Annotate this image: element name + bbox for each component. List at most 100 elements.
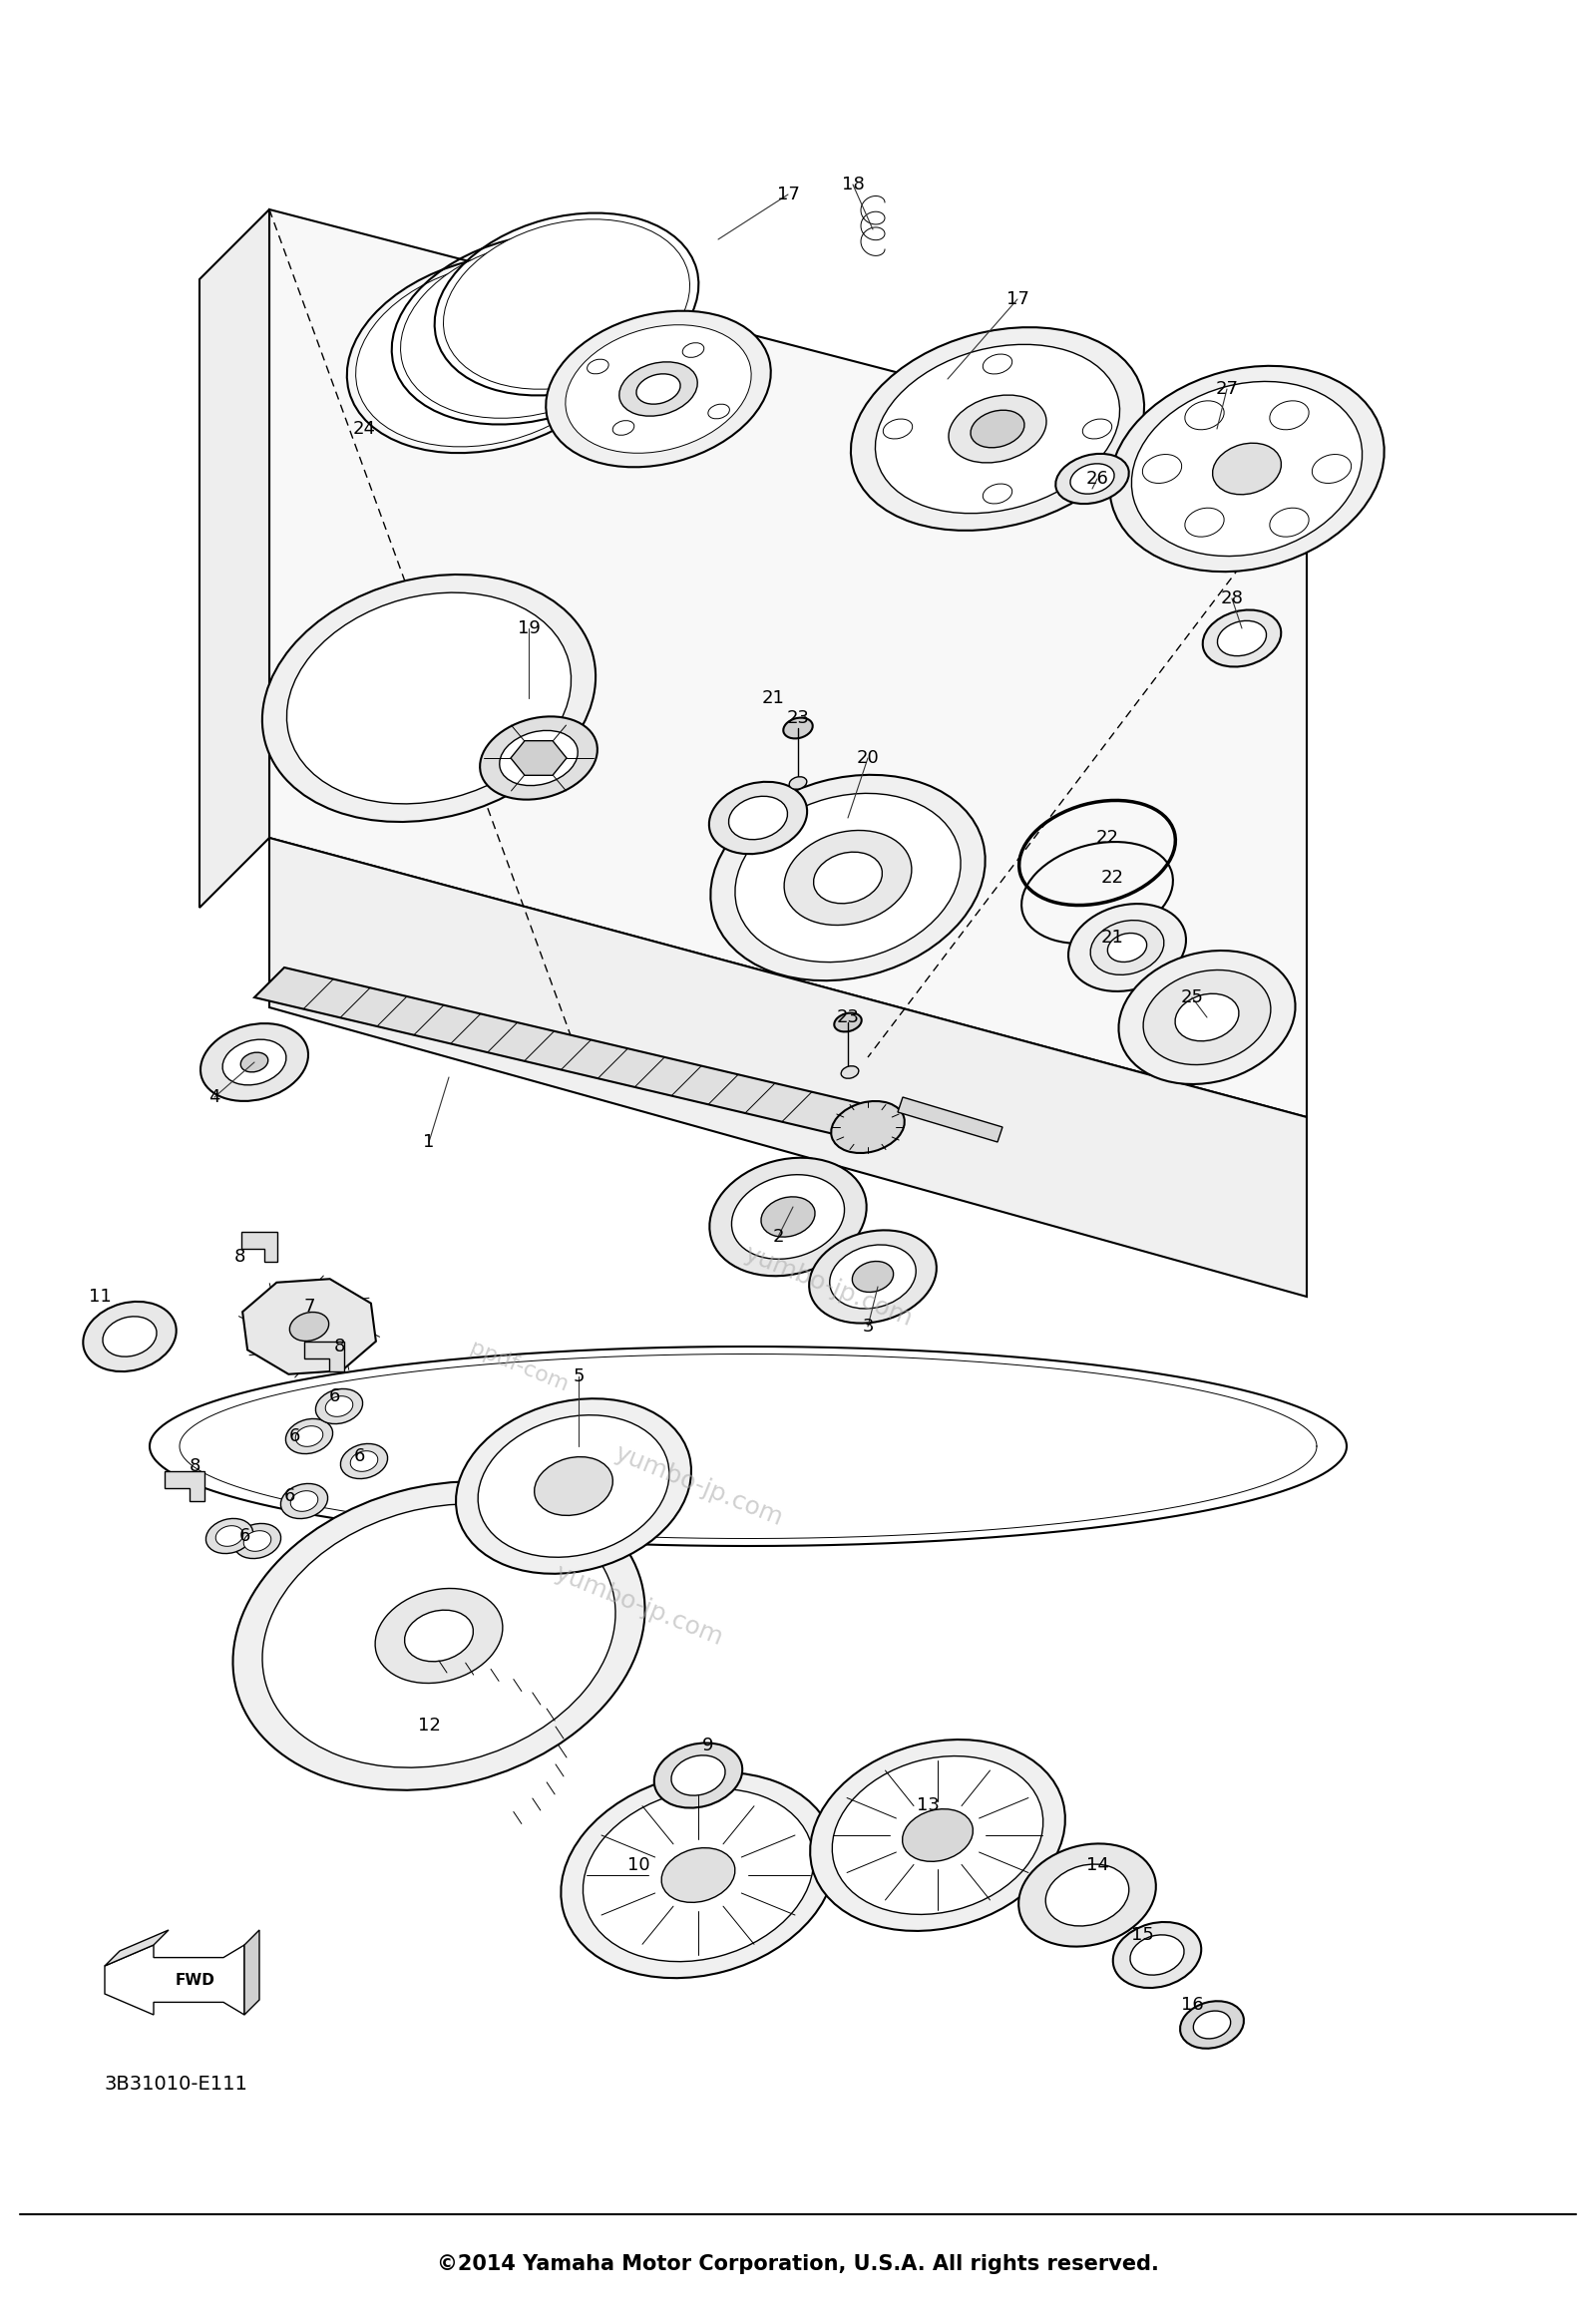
Text: 14: 14 xyxy=(1085,1855,1109,1874)
Ellipse shape xyxy=(241,1052,268,1073)
Ellipse shape xyxy=(851,327,1144,529)
Ellipse shape xyxy=(83,1303,176,1372)
Ellipse shape xyxy=(983,483,1012,504)
Ellipse shape xyxy=(500,731,578,785)
Text: 2: 2 xyxy=(772,1228,784,1247)
Ellipse shape xyxy=(841,1066,859,1077)
Ellipse shape xyxy=(102,1317,156,1356)
Polygon shape xyxy=(241,1231,278,1261)
Ellipse shape xyxy=(1218,620,1266,655)
Ellipse shape xyxy=(235,1523,281,1558)
Ellipse shape xyxy=(710,1159,867,1277)
Ellipse shape xyxy=(1108,933,1148,961)
Ellipse shape xyxy=(875,344,1120,513)
Ellipse shape xyxy=(709,404,729,418)
Ellipse shape xyxy=(1109,367,1384,571)
Ellipse shape xyxy=(351,1451,378,1472)
Ellipse shape xyxy=(852,1261,894,1291)
Ellipse shape xyxy=(290,1491,318,1512)
Ellipse shape xyxy=(1045,1865,1128,1925)
Text: 8: 8 xyxy=(334,1337,345,1356)
Ellipse shape xyxy=(1143,971,1270,1066)
Ellipse shape xyxy=(244,1530,271,1551)
Ellipse shape xyxy=(316,1389,362,1423)
Ellipse shape xyxy=(883,418,913,439)
Text: 22: 22 xyxy=(1101,868,1124,887)
Ellipse shape xyxy=(286,1419,332,1454)
Ellipse shape xyxy=(1175,994,1238,1040)
Ellipse shape xyxy=(1312,455,1352,483)
Text: 26: 26 xyxy=(1085,469,1109,488)
Ellipse shape xyxy=(811,1739,1065,1932)
Text: 24: 24 xyxy=(353,420,375,439)
Text: 10: 10 xyxy=(627,1855,650,1874)
Text: 9: 9 xyxy=(702,1737,713,1755)
Ellipse shape xyxy=(983,355,1012,374)
Ellipse shape xyxy=(661,1848,736,1902)
Text: 23: 23 xyxy=(836,1008,859,1026)
Ellipse shape xyxy=(1090,920,1163,975)
Ellipse shape xyxy=(1194,2011,1231,2039)
Ellipse shape xyxy=(1130,1934,1184,1976)
Text: 1: 1 xyxy=(423,1133,434,1152)
Ellipse shape xyxy=(832,1101,905,1154)
Text: 27: 27 xyxy=(1216,381,1238,397)
Polygon shape xyxy=(200,209,270,908)
Text: 6: 6 xyxy=(353,1447,365,1465)
Ellipse shape xyxy=(809,1231,937,1324)
Text: yumbo-jp.com: yumbo-jp.com xyxy=(551,1560,726,1651)
Ellipse shape xyxy=(729,796,787,841)
Text: yumbo-jp.com: yumbo-jp.com xyxy=(611,1442,785,1530)
Text: 17: 17 xyxy=(777,186,800,204)
Ellipse shape xyxy=(401,239,658,418)
Ellipse shape xyxy=(587,360,608,374)
Text: 8: 8 xyxy=(188,1458,200,1474)
Ellipse shape xyxy=(356,262,622,446)
Ellipse shape xyxy=(326,1396,353,1416)
Text: 3B31010-E111: 3B31010-E111 xyxy=(105,2074,249,2094)
Ellipse shape xyxy=(1082,418,1112,439)
Text: 21: 21 xyxy=(761,690,785,708)
Text: 20: 20 xyxy=(857,750,879,766)
Text: 8: 8 xyxy=(233,1247,246,1265)
Polygon shape xyxy=(270,838,1307,1296)
Ellipse shape xyxy=(404,1609,474,1663)
Ellipse shape xyxy=(281,1484,327,1519)
Ellipse shape xyxy=(613,420,634,434)
Text: ©2014 Yamaha Motor Corporation, U.S.A. All rights reserved.: ©2014 Yamaha Motor Corporation, U.S.A. A… xyxy=(437,2255,1159,2273)
Text: 17: 17 xyxy=(1005,290,1029,309)
Ellipse shape xyxy=(1055,453,1128,504)
Ellipse shape xyxy=(565,325,752,453)
Ellipse shape xyxy=(1119,950,1296,1084)
Ellipse shape xyxy=(1184,509,1224,536)
Text: 18: 18 xyxy=(841,176,863,193)
Ellipse shape xyxy=(1203,611,1282,666)
Ellipse shape xyxy=(637,374,680,404)
Ellipse shape xyxy=(546,311,771,467)
Text: 6: 6 xyxy=(284,1486,295,1505)
Ellipse shape xyxy=(830,1245,916,1310)
Text: 28: 28 xyxy=(1221,590,1243,608)
Ellipse shape xyxy=(289,1312,329,1342)
Ellipse shape xyxy=(215,1526,243,1546)
Ellipse shape xyxy=(654,1744,742,1809)
Ellipse shape xyxy=(1184,402,1224,430)
Ellipse shape xyxy=(970,411,1025,448)
Ellipse shape xyxy=(295,1426,322,1447)
Polygon shape xyxy=(897,1098,1002,1142)
Ellipse shape xyxy=(1179,2002,1243,2048)
Polygon shape xyxy=(511,741,567,776)
Polygon shape xyxy=(243,1279,377,1375)
Polygon shape xyxy=(164,1472,204,1500)
Ellipse shape xyxy=(560,1772,836,1978)
Text: 4: 4 xyxy=(209,1089,220,1105)
Ellipse shape xyxy=(1270,402,1309,430)
Ellipse shape xyxy=(1213,444,1282,495)
Text: 22: 22 xyxy=(1096,829,1119,848)
Ellipse shape xyxy=(902,1809,974,1862)
Ellipse shape xyxy=(731,1175,844,1259)
Ellipse shape xyxy=(262,574,595,822)
Ellipse shape xyxy=(1068,903,1186,991)
Polygon shape xyxy=(105,1930,169,1967)
Ellipse shape xyxy=(262,1505,616,1767)
